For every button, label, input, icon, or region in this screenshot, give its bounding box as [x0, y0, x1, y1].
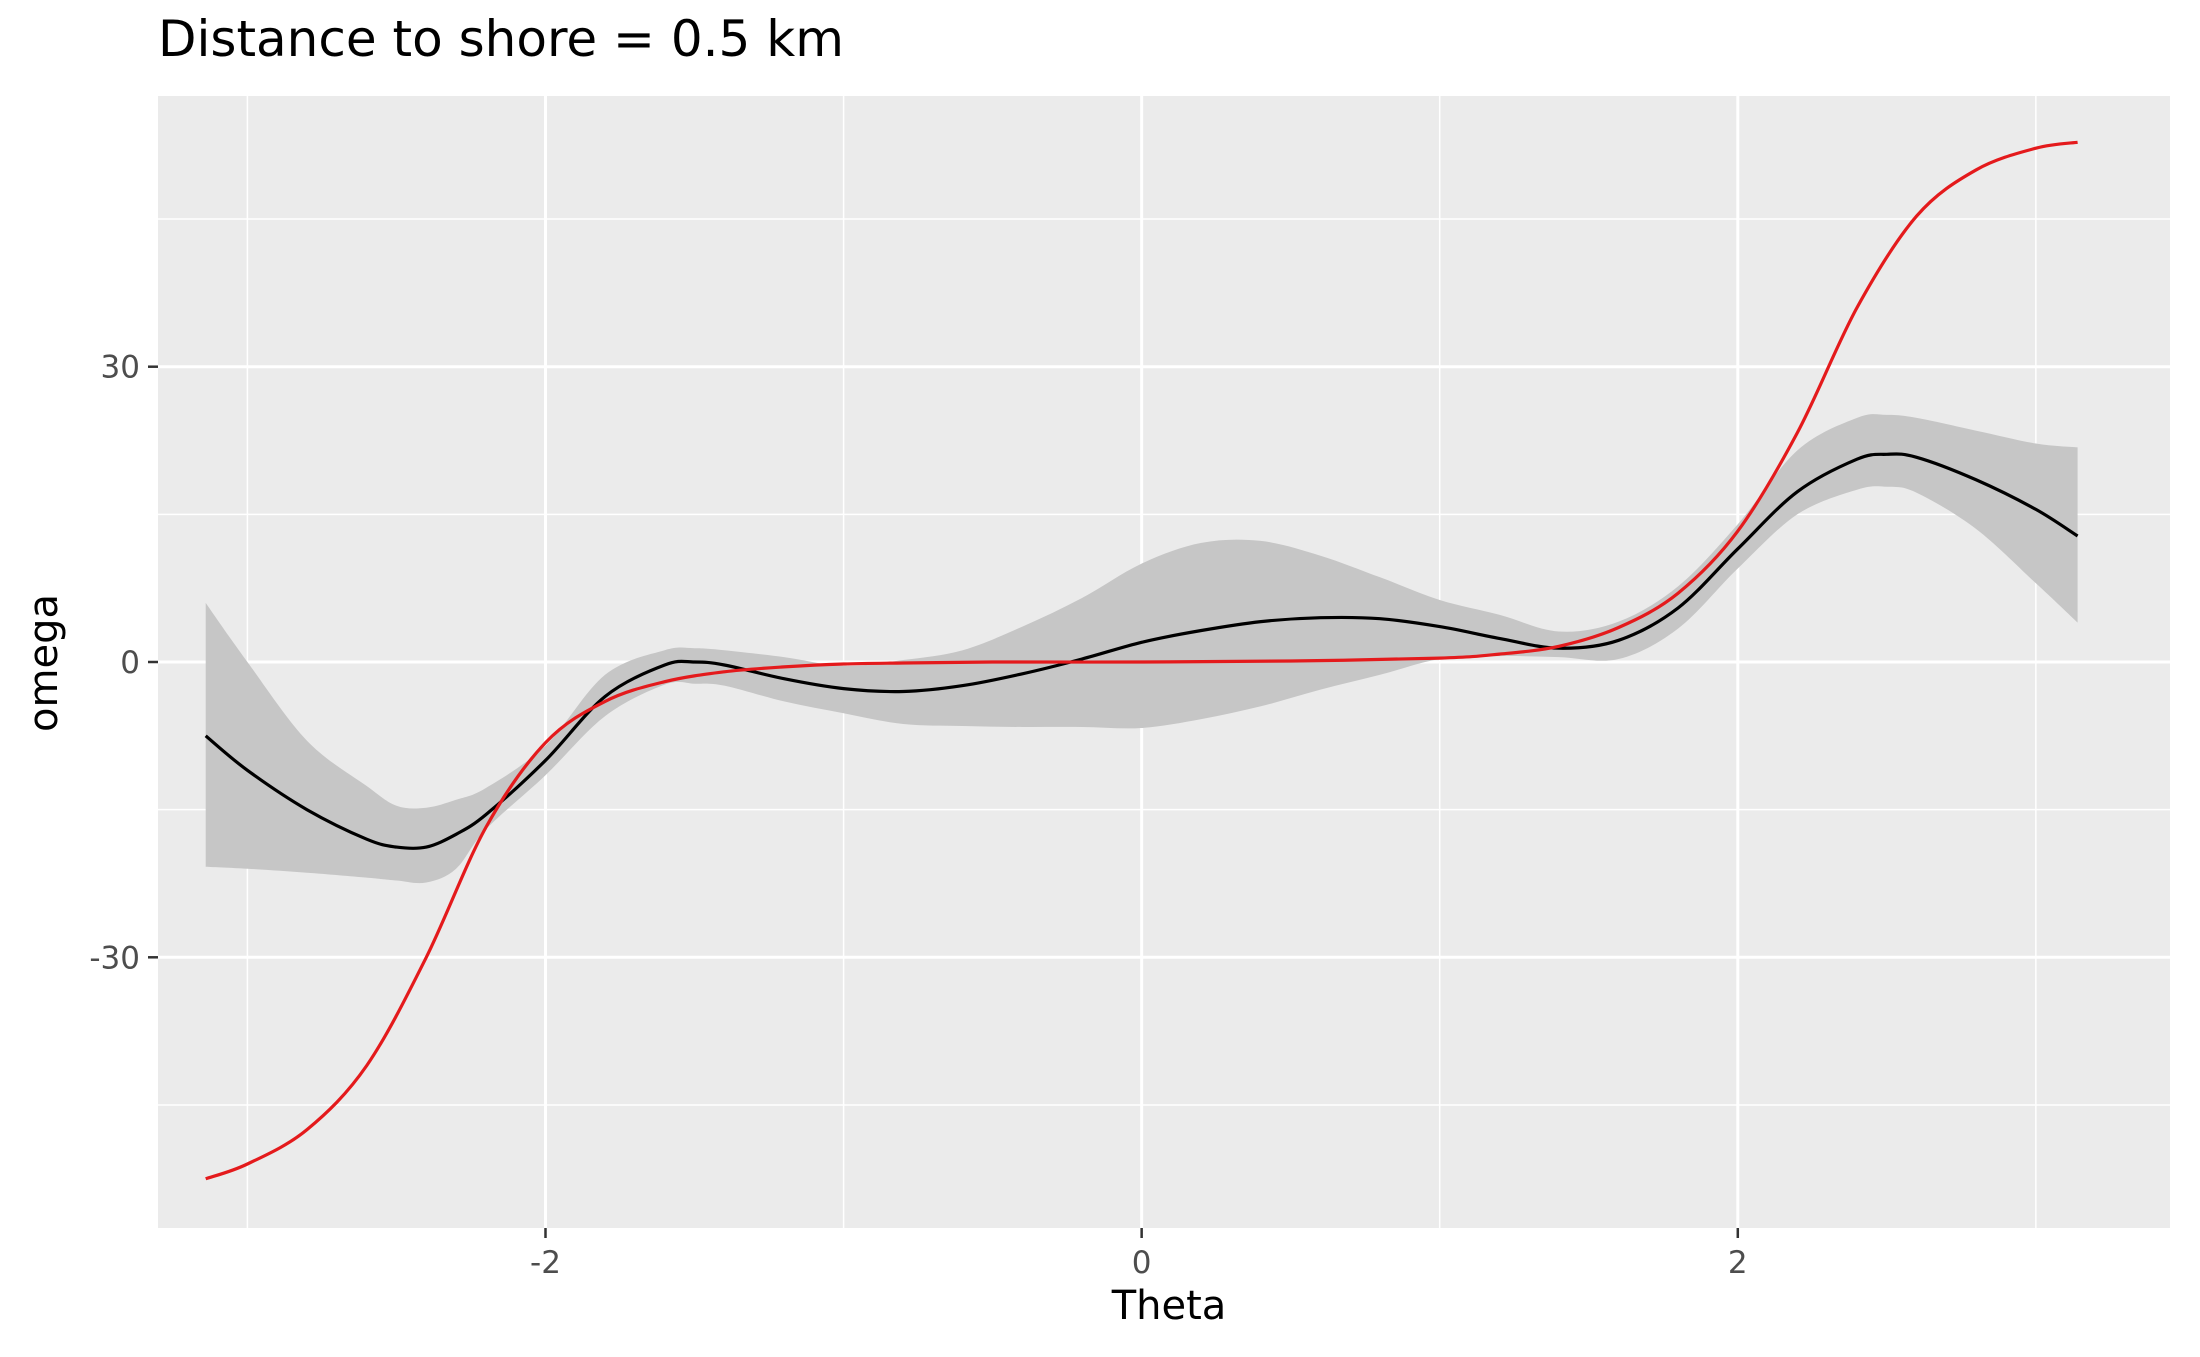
y-tick-label: 0: [120, 645, 140, 681]
series-line-0: [204, 452, 2079, 850]
x-tick-label: 0: [1132, 1245, 1152, 1281]
series-lines: [204, 140, 2079, 1181]
y-axis: -30 0 30: [89, 350, 158, 976]
confidence-bands: [205, 414, 2078, 884]
confidence-band-0: [205, 414, 2078, 884]
chart-title: Distance to shore = 0.5 km: [158, 10, 844, 68]
x-axis-label: Theta: [1111, 1283, 1227, 1329]
x-tick-label: -2: [530, 1245, 561, 1281]
x-tick-label: 2: [1728, 1245, 1748, 1281]
y-axis-label: omega: [21, 594, 67, 732]
x-axis: -2 0 2: [530, 1228, 1748, 1281]
series-line-1: [205, 140, 2078, 1181]
y-tick-label: -30: [89, 940, 140, 976]
y-tick-label: 30: [101, 350, 140, 386]
